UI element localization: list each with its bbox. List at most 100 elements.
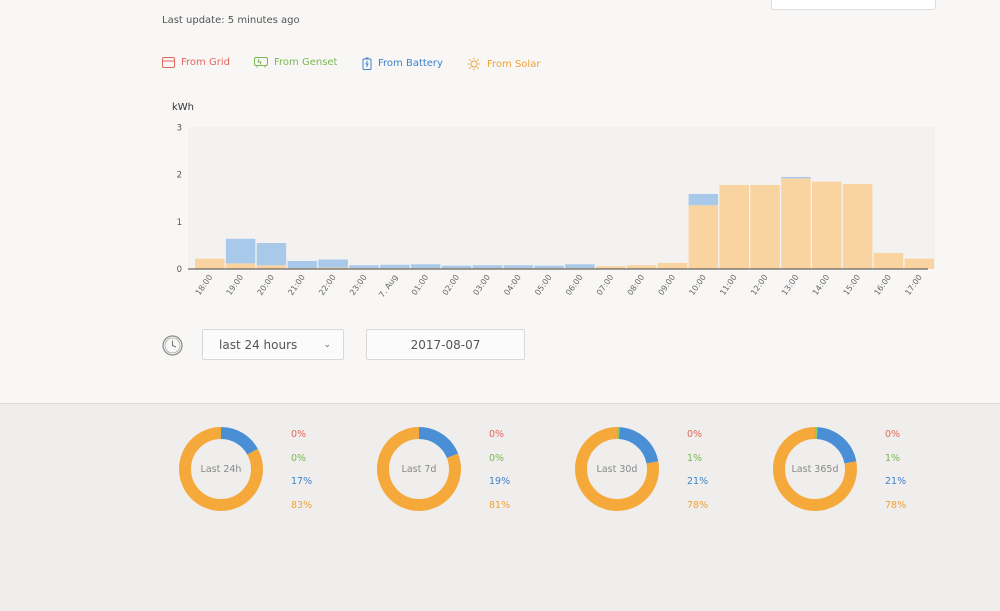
legend-label-solar: From Solar bbox=[487, 58, 541, 70]
y-tick-label: 0 bbox=[177, 265, 182, 275]
bar-segment[interactable] bbox=[318, 267, 348, 269]
pct-genset: 0% bbox=[489, 453, 505, 464]
legend-label-genset: From Genset bbox=[274, 57, 338, 68]
donut-chart-24h bbox=[179, 427, 263, 511]
bar-segment[interactable] bbox=[565, 264, 595, 269]
x-tick-label: 19:00 bbox=[225, 273, 246, 297]
x-tick-label: 17:00 bbox=[903, 273, 924, 297]
bar-segment[interactable] bbox=[657, 262, 688, 269]
x-tick-label: 09:00 bbox=[657, 273, 678, 297]
top-dropdown[interactable] bbox=[771, 0, 936, 10]
x-tick-label: 23:00 bbox=[348, 273, 369, 297]
bar-segment[interactable] bbox=[256, 243, 287, 266]
donut-segment-solar bbox=[773, 427, 857, 511]
legend-label-grid: From Grid bbox=[181, 57, 230, 68]
pct-grid: 0% bbox=[291, 429, 307, 440]
bar-segment[interactable] bbox=[472, 265, 503, 269]
summary-30d: Last 30d 0% 1% 21% 78% bbox=[574, 426, 754, 518]
bar-segment[interactable] bbox=[441, 265, 472, 269]
donut-segment-solar bbox=[377, 427, 461, 511]
bar-segment[interactable] bbox=[256, 265, 287, 269]
pct-genset: 0% bbox=[291, 453, 307, 464]
summary-panel: Last 24h 0% 0% 17% 83% Last 7d 0% 0% 19%… bbox=[0, 403, 1000, 611]
donut-segment-solar bbox=[575, 427, 659, 511]
pct-genset: 1% bbox=[885, 453, 901, 464]
energy-bar-chart: kWh 0 1 2 3 18:00 19:00 20:00 21:00 22:00 23:00 7… bbox=[172, 102, 935, 299]
bar-segment[interactable] bbox=[410, 264, 441, 269]
donut-chart-365d bbox=[773, 427, 857, 511]
x-tick-label: 20:00 bbox=[255, 273, 276, 297]
genset-icon bbox=[254, 57, 268, 68]
bar-segment[interactable] bbox=[750, 184, 780, 269]
pct-battery: 21% bbox=[885, 476, 907, 487]
pct-battery: 21% bbox=[687, 476, 709, 487]
x-tick-label: 01:00 bbox=[410, 273, 431, 297]
time-range-select[interactable]: last 24 hours ⌄ bbox=[202, 329, 344, 360]
y-axis-label: kWh bbox=[172, 102, 194, 113]
x-tick-label: 08:00 bbox=[626, 273, 647, 297]
solar-icon bbox=[467, 57, 481, 71]
legend-item-solar[interactable]: From Solar bbox=[467, 57, 540, 71]
y-tick-label: 3 bbox=[177, 123, 182, 133]
x-tick-label: 21:00 bbox=[286, 273, 307, 297]
bar-segment[interactable] bbox=[781, 176, 811, 179]
pct-solar: 83% bbox=[291, 500, 313, 511]
bar-segment[interactable] bbox=[318, 259, 348, 268]
pct-solar: 81% bbox=[489, 500, 511, 511]
bar-segment[interactable] bbox=[225, 263, 256, 269]
bar-segment[interactable] bbox=[287, 260, 318, 269]
bar-segment[interactable] bbox=[225, 238, 256, 264]
legend-label-battery: From Battery bbox=[378, 58, 443, 69]
summary-24h: Last 24h 0% 0% 17% 83% bbox=[178, 426, 358, 518]
y-tick-label: 2 bbox=[177, 171, 182, 181]
date-input[interactable]: 2017-08-07 bbox=[366, 329, 525, 360]
donut-label: Last 365d bbox=[791, 464, 839, 475]
y-tick-label: 1 bbox=[177, 218, 182, 228]
donut-label: Last 24h bbox=[200, 464, 242, 475]
bar-segment[interactable] bbox=[688, 205, 719, 269]
battery-icon bbox=[362, 57, 372, 70]
pct-solar: 78% bbox=[687, 500, 709, 511]
x-tick-label: 22:00 bbox=[317, 273, 338, 297]
donut-chart-7d bbox=[377, 427, 461, 511]
bar-segment[interactable] bbox=[503, 265, 534, 269]
summary-365d: Last 365d 0% 1% 21% 78% bbox=[772, 426, 952, 518]
clock-icon[interactable] bbox=[162, 335, 183, 356]
x-tick-label: 13:00 bbox=[780, 273, 801, 297]
chevron-down-icon: ⌄ bbox=[323, 340, 331, 350]
time-range-value: last 24 hours bbox=[219, 337, 298, 352]
bar-segment[interactable] bbox=[842, 184, 873, 269]
pct-solar: 78% bbox=[885, 500, 907, 511]
x-tick-label: 16:00 bbox=[872, 273, 893, 297]
bar-segment[interactable] bbox=[719, 184, 749, 269]
bar-segment[interactable] bbox=[596, 266, 626, 269]
bar-segment[interactable] bbox=[626, 265, 657, 269]
x-tick-label: 05:00 bbox=[533, 273, 554, 297]
bar-segment[interactable] bbox=[873, 252, 904, 269]
bar-segment[interactable] bbox=[534, 265, 564, 269]
bar-segment[interactable] bbox=[688, 193, 719, 206]
bar-segment[interactable] bbox=[781, 178, 811, 269]
x-tick-label: 15:00 bbox=[842, 273, 863, 297]
legend-item-genset[interactable]: From Genset bbox=[254, 57, 337, 68]
pct-grid: 0% bbox=[489, 429, 505, 440]
bar-segment[interactable] bbox=[195, 258, 225, 269]
x-tick-label: 02:00 bbox=[441, 273, 462, 297]
bar-segment[interactable] bbox=[380, 264, 410, 269]
pct-grid: 0% bbox=[687, 429, 703, 440]
x-tick-label: 11:00 bbox=[718, 273, 739, 297]
x-tick-label: 07:00 bbox=[595, 273, 616, 297]
x-tick-label: 12:00 bbox=[749, 273, 770, 297]
x-tick-label: 7. Aug bbox=[377, 273, 399, 299]
bar-segment[interactable] bbox=[904, 258, 935, 269]
bar-segment[interactable] bbox=[812, 181, 842, 269]
legend-item-battery[interactable]: From Battery bbox=[362, 57, 443, 70]
last-update-text: Last update: 5 minutes ago bbox=[162, 15, 300, 26]
bar-segment[interactable] bbox=[349, 265, 379, 269]
legend-item-grid[interactable]: From Grid bbox=[162, 57, 230, 68]
pct-grid: 0% bbox=[885, 429, 901, 440]
pct-battery: 19% bbox=[489, 476, 511, 487]
pct-battery: 17% bbox=[291, 476, 313, 487]
x-tick-label: 14:00 bbox=[811, 273, 832, 297]
donut-segment-solar bbox=[179, 427, 263, 511]
